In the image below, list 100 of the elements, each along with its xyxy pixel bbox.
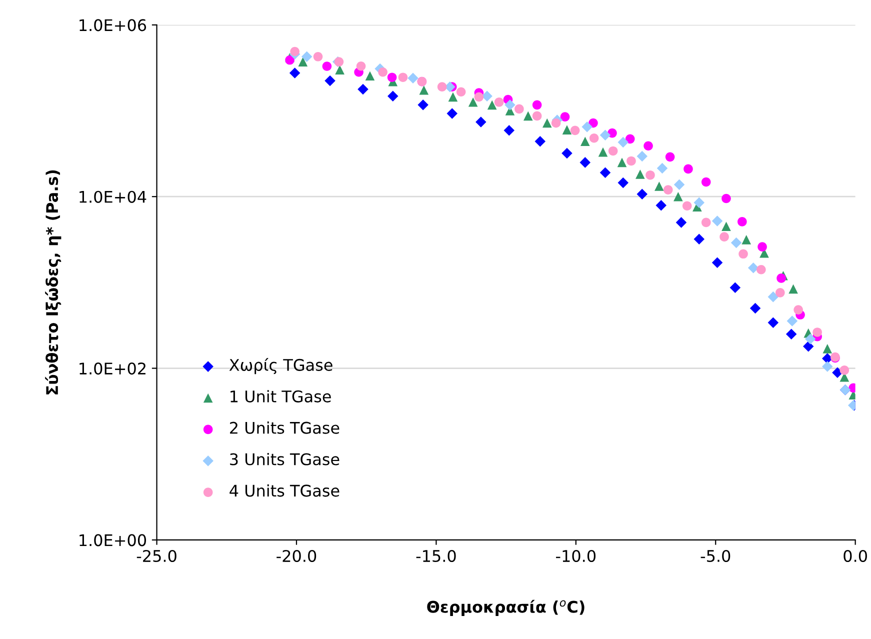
point — [468, 97, 478, 107]
point — [600, 167, 611, 178]
point — [589, 133, 599, 143]
point — [625, 134, 635, 144]
point — [712, 216, 723, 226]
point — [663, 185, 673, 194]
x-tick-label: 0.0 — [844, 550, 867, 562]
legend-label: 1 Unit TGase — [230, 390, 331, 402]
point — [654, 182, 664, 191]
point — [701, 218, 711, 228]
point — [324, 75, 336, 86]
point — [636, 170, 645, 179]
point — [358, 84, 368, 95]
point — [682, 201, 692, 211]
x-tick-label: -25.0 — [136, 550, 176, 562]
point — [387, 72, 397, 82]
point — [768, 291, 779, 302]
point — [786, 328, 797, 340]
point — [803, 340, 814, 352]
point — [398, 72, 408, 82]
x-tick-label: -10.0 — [556, 550, 596, 562]
point — [532, 111, 542, 121]
point — [776, 288, 785, 298]
point — [301, 51, 312, 62]
point — [722, 194, 731, 204]
point — [582, 121, 592, 132]
point — [487, 100, 497, 110]
x-tick-label: -15.0 — [416, 550, 456, 562]
point — [289, 68, 300, 78]
point — [600, 130, 611, 141]
point — [720, 232, 729, 242]
point — [822, 344, 832, 354]
point — [788, 284, 798, 294]
point — [636, 150, 648, 162]
point — [758, 242, 767, 252]
point — [646, 170, 655, 180]
point — [712, 257, 723, 268]
point — [482, 90, 492, 102]
point — [832, 367, 843, 378]
point — [580, 136, 590, 146]
point — [551, 118, 561, 128]
point — [474, 92, 484, 102]
x-tick-label: -5.0 — [700, 550, 730, 562]
x-tick-label: -20.0 — [276, 550, 316, 562]
point — [419, 85, 429, 95]
point — [365, 71, 375, 81]
point — [812, 328, 822, 337]
point — [444, 81, 456, 92]
point — [742, 235, 752, 244]
point — [335, 65, 344, 74]
point — [476, 116, 486, 128]
point — [388, 90, 398, 102]
point — [748, 262, 759, 274]
point — [456, 87, 466, 97]
point — [701, 177, 711, 187]
point — [674, 192, 683, 202]
point — [356, 61, 366, 71]
point — [730, 237, 742, 248]
y-tick-label: 1.0E+02 — [80, 362, 146, 375]
legend-label: 2 Units TGase — [230, 422, 340, 434]
point — [532, 100, 542, 110]
point — [514, 104, 524, 114]
point — [636, 188, 648, 200]
point — [656, 200, 667, 211]
point — [840, 366, 850, 375]
point — [786, 316, 798, 326]
point — [730, 282, 741, 294]
point — [580, 157, 591, 168]
point — [448, 92, 458, 102]
point — [656, 162, 668, 174]
point — [617, 158, 627, 168]
point — [618, 136, 629, 148]
point — [776, 274, 786, 283]
point — [534, 136, 546, 147]
legend-label: 4 Units TGase — [230, 484, 340, 497]
point — [674, 179, 685, 190]
point — [437, 82, 447, 92]
point — [722, 222, 731, 232]
point — [598, 147, 608, 157]
point — [408, 72, 418, 84]
point — [562, 125, 572, 134]
point — [418, 100, 428, 110]
point — [738, 249, 748, 259]
point — [504, 100, 516, 110]
point — [542, 118, 552, 128]
point — [446, 108, 458, 119]
point — [504, 125, 515, 136]
point — [562, 148, 572, 159]
point — [322, 62, 332, 71]
point — [560, 112, 570, 122]
point — [626, 156, 636, 166]
y-tick-label: 1.0E+06 — [80, 19, 146, 32]
y-axis-title: Σύνθετο Ιξώδες, η* (Pa.s) — [45, 170, 62, 394]
point — [608, 146, 618, 156]
x-axis-title: Θερμοκρασία ($^{o}$C) — [427, 600, 584, 616]
point — [676, 217, 687, 228]
point — [290, 46, 300, 56]
point — [313, 52, 323, 62]
point — [738, 217, 747, 226]
point — [768, 317, 779, 328]
